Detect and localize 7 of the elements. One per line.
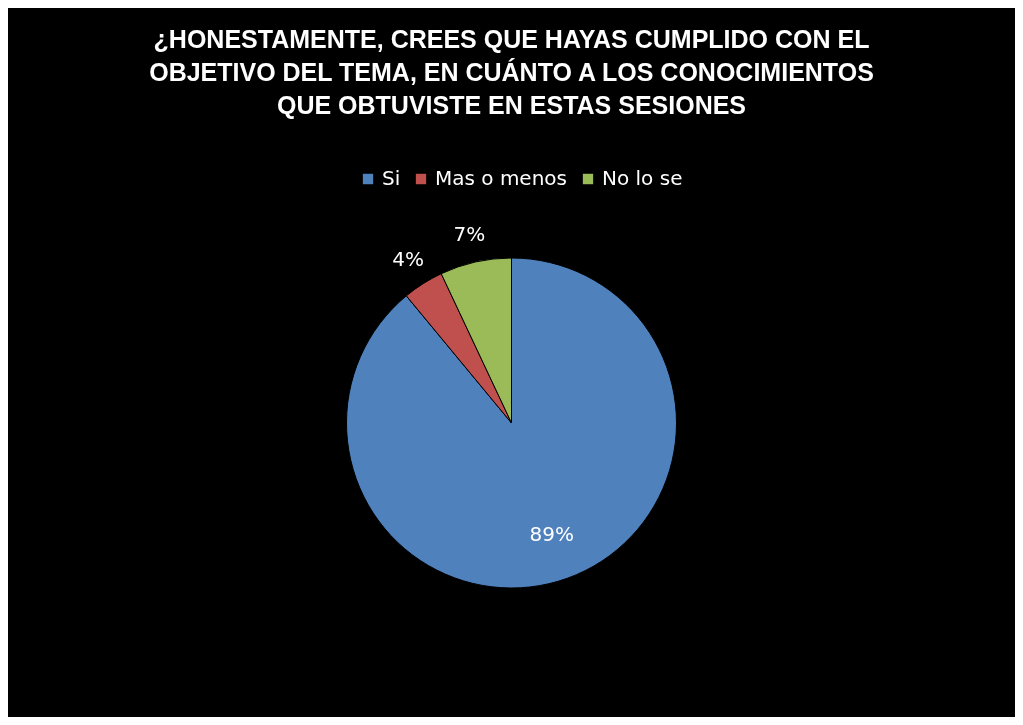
data-label: 89% bbox=[529, 521, 574, 546]
chart-title: ¿HONESTAMENTE, CREES QUE HAYAS CUMPLIDO CON EL OBJETIVO DEL TEMA, EN CUÁNTO A LOS CONOCIMIENTOS QUE OBTUVISTE EN ESTAS SESIONES bbox=[149, 25, 874, 119]
legend-label: Si bbox=[382, 166, 401, 190]
data-label: 4% bbox=[392, 247, 424, 272]
legend-label: No lo se bbox=[602, 166, 683, 190]
legend-label: Mas o menos bbox=[435, 166, 568, 190]
data-label: 7% bbox=[453, 221, 486, 246]
